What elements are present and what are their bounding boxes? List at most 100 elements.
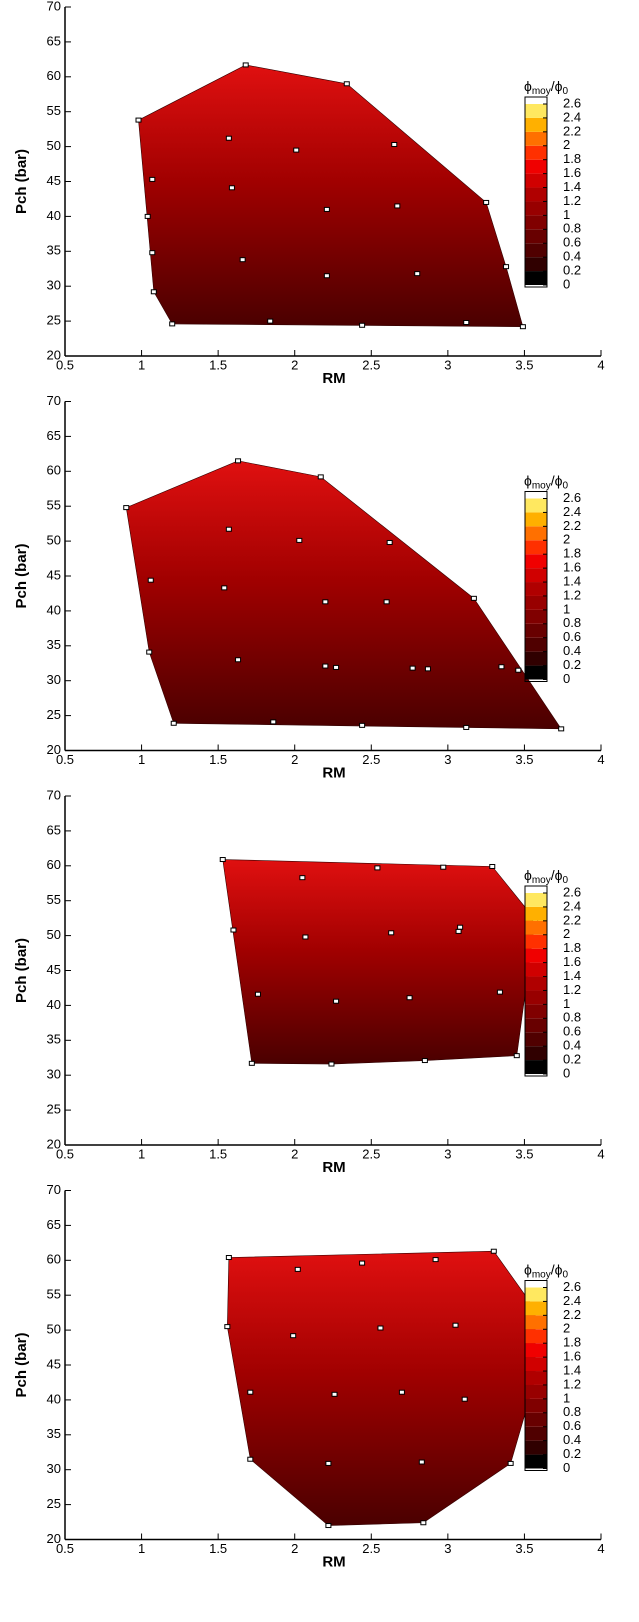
colorbar-band: [525, 215, 547, 230]
colorbar-band: [525, 201, 547, 216]
data-point: [302, 934, 309, 940]
data-point: [391, 142, 398, 148]
colorbar-tick-label: 0.8: [563, 221, 581, 236]
colorbar-title-part: moy: [532, 875, 551, 886]
colorbar-title-part: moy: [532, 86, 551, 97]
colorbar-band: [525, 117, 547, 132]
y-tick-label: 65: [47, 822, 61, 837]
colorbar-tick-label: 1: [563, 1390, 570, 1405]
x-tick-label: 2.5: [362, 357, 380, 372]
contour-region: [222, 859, 536, 1065]
colorbar-band: [525, 1329, 547, 1344]
colorbar-band: [525, 1398, 547, 1413]
colorbar-tick-label: 1.6: [563, 1349, 581, 1364]
colorbar-tick-label: 1.4: [563, 1362, 581, 1377]
colorbar-title-part: /ϕ: [551, 867, 563, 883]
colorbar-band: [525, 1315, 547, 1330]
data-point: [267, 318, 274, 324]
y-tick-label: 25: [47, 707, 61, 722]
data-point: [333, 998, 340, 1004]
colorbar-tick-label: 1.4: [563, 573, 581, 588]
colorbar-band: [525, 526, 547, 541]
colorbar-tick-label: 2.6: [563, 884, 581, 899]
data-point: [170, 720, 177, 726]
data-point: [489, 863, 496, 869]
data-point: [135, 117, 142, 123]
colorbar-title-part: /ϕ: [551, 1261, 563, 1277]
x-tick-label: 3.5: [515, 752, 533, 767]
x-tick-label: 1.5: [209, 1541, 227, 1556]
x-tick-label: 2: [291, 1146, 298, 1161]
x-tick-label: 4: [597, 1146, 604, 1161]
data-point: [147, 577, 154, 583]
colorbar-band: [525, 1454, 547, 1469]
data-point: [247, 1389, 254, 1395]
data-point: [424, 666, 431, 672]
data-point: [490, 1248, 497, 1254]
y-tick-label: 65: [47, 428, 61, 443]
colorbar-band: [525, 1060, 547, 1074]
colorbar-title: ϕmoy/ϕ0: [524, 1261, 568, 1280]
data-point: [418, 1459, 425, 1465]
y-axis-label: Pch (bar): [13, 149, 30, 214]
colorbar-tick-label: 1.8: [563, 546, 581, 561]
colorbar-band: [525, 243, 547, 258]
y-tick-label: 45: [47, 1356, 61, 1371]
data-point: [359, 322, 366, 328]
colorbar-band: [525, 229, 547, 244]
data-point: [225, 526, 232, 532]
data-point: [230, 927, 237, 933]
contour-region: [125, 460, 562, 730]
data-point: [421, 1058, 428, 1064]
y-tick-label: 45: [47, 567, 61, 582]
x-tick-label: 0.5: [56, 1541, 74, 1556]
x-tick-label: 2.5: [362, 752, 380, 767]
data-point: [452, 1322, 459, 1328]
colorbar-band: [525, 145, 547, 160]
colorbar-band: [525, 159, 547, 174]
x-tick-label: 0.5: [56, 1146, 74, 1161]
x-tick-label: 1: [138, 357, 145, 372]
colorbar-tick-label: 0.6: [563, 1024, 581, 1039]
y-tick-label: 70: [47, 787, 61, 802]
colorbar-title: ϕmoy/ϕ0: [524, 867, 568, 886]
data-point: [398, 1389, 405, 1395]
data-point: [374, 865, 381, 871]
colorbar-title-part: ϕ: [524, 867, 532, 883]
colorbar-band: [525, 920, 547, 935]
colorbar-band: [525, 1412, 547, 1427]
y-tick-label: 65: [47, 33, 61, 48]
colorbar-tick-label: 1.6: [563, 954, 581, 969]
y-tick-label: 35: [47, 637, 61, 652]
colorbar-tick-label: 0.6: [563, 629, 581, 644]
colorbar-tick-label: 2.4: [563, 504, 581, 519]
colorbar-band: [525, 595, 547, 610]
data-point: [248, 1060, 255, 1066]
colorbar-tick-label: 0.8: [563, 1404, 581, 1419]
colorbar-tick-label: 1.4: [563, 968, 581, 983]
x-tick-label: 2.5: [362, 1146, 380, 1161]
colorbar-tick-label: 0.4: [563, 249, 581, 264]
data-point: [440, 864, 447, 870]
contour-region: [138, 64, 524, 327]
colorbar-band: [525, 893, 547, 907]
colorbar-title-part: 0: [562, 86, 568, 97]
data-point: [496, 989, 503, 995]
data-point: [149, 176, 156, 182]
colorbar-frame: [524, 96, 548, 288]
y-tick-label: 65: [47, 1217, 61, 1232]
data-point: [322, 599, 329, 605]
colorbar-band: [525, 1018, 547, 1033]
y-tick-label: 45: [47, 962, 61, 977]
x-axis-label: RM: [322, 1553, 345, 1570]
data-point: [409, 665, 416, 671]
colorbar-tick-label: 1: [563, 207, 570, 222]
colorbar-title-part: moy: [532, 1269, 551, 1280]
colorbar-tick-label: 2: [563, 1321, 570, 1336]
y-tick-label: 55: [47, 1287, 61, 1302]
colorbar-title: ϕmoy/ϕ0: [524, 472, 568, 491]
y-tick-label: 25: [47, 1496, 61, 1511]
x-tick-label: 3: [444, 1541, 451, 1556]
colorbar-tick-label: 2.2: [563, 123, 581, 138]
